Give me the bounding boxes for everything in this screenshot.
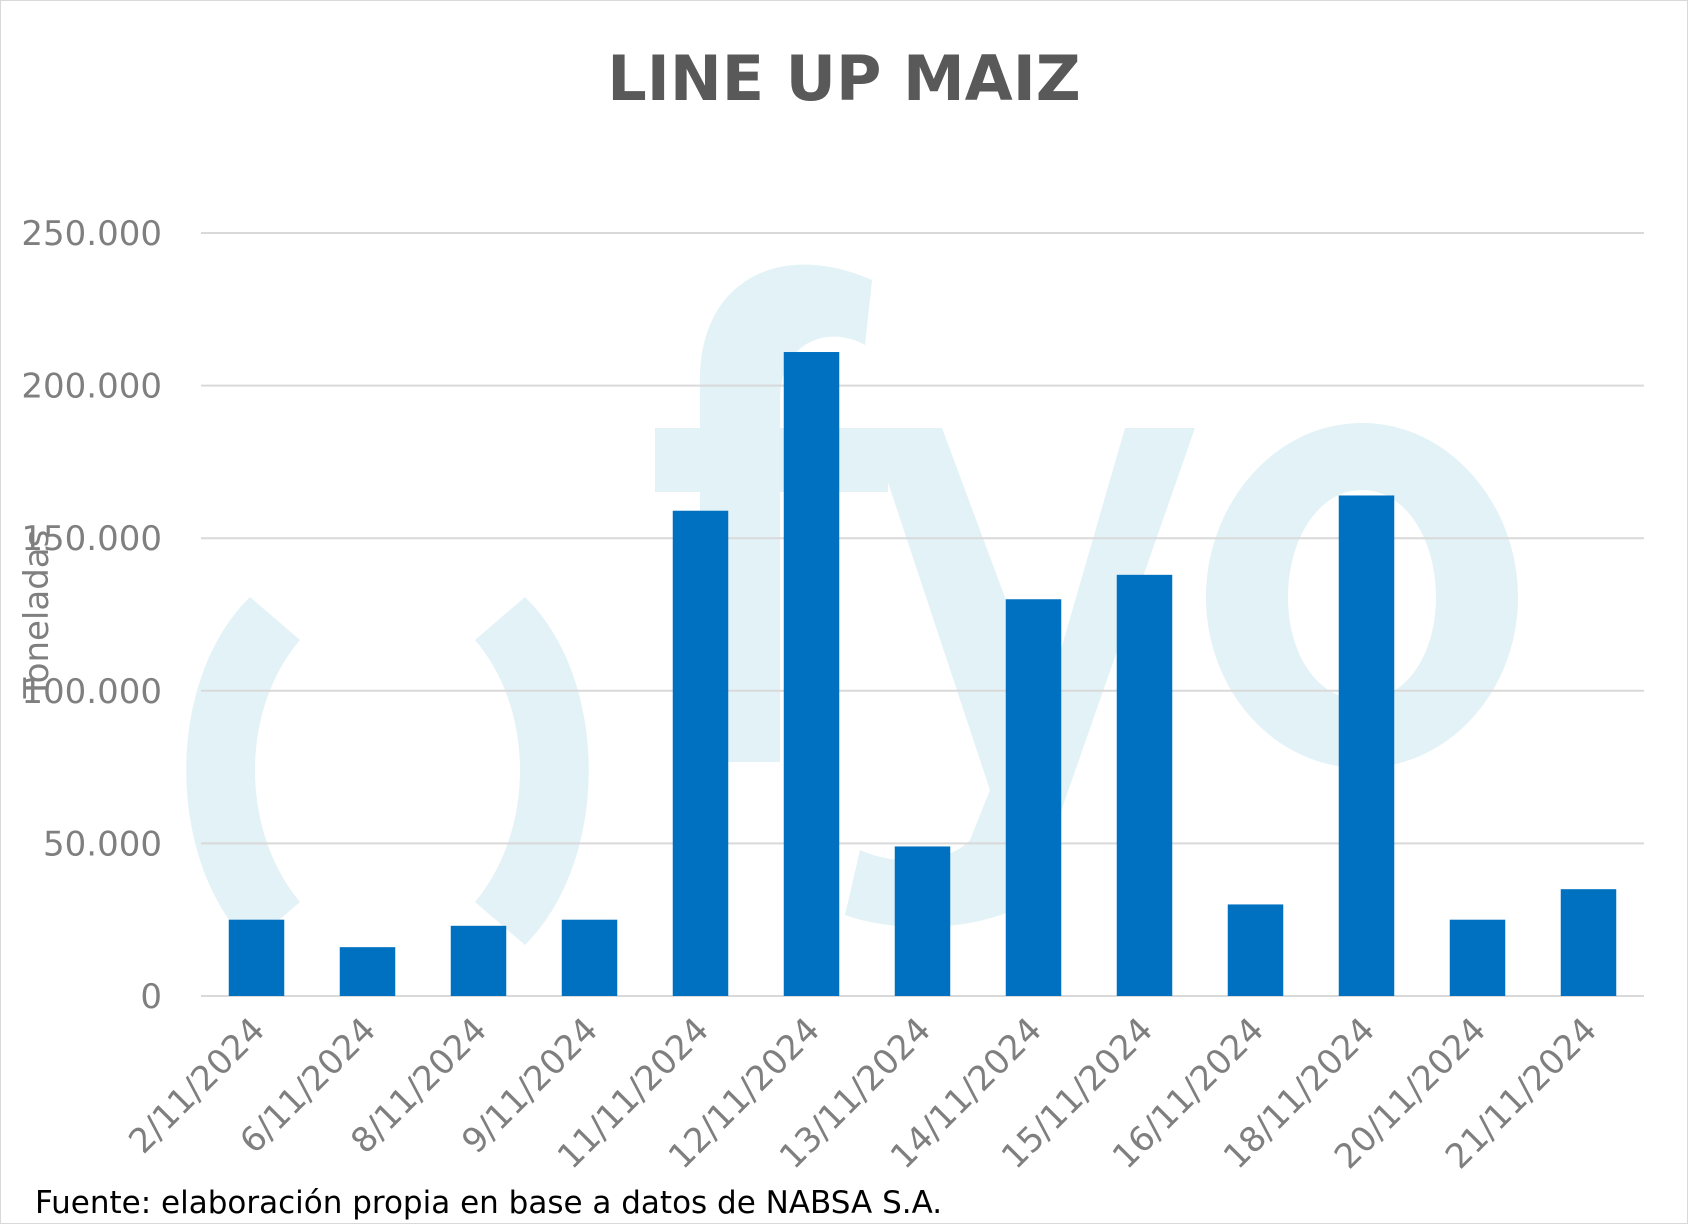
bars	[228, 352, 1617, 996]
y-tick-label: 0	[140, 977, 162, 1017]
y-tick-label: 250.000	[21, 214, 162, 254]
bar	[672, 510, 729, 996]
bar	[783, 352, 840, 996]
y-tick-label: 150.000	[21, 519, 162, 559]
bar	[561, 919, 618, 996]
bar	[1560, 889, 1617, 996]
y-axis-label: Toneladas	[17, 530, 57, 700]
y-tick-label: 100.000	[21, 672, 162, 712]
y-tick-label: 50.000	[43, 824, 162, 864]
watermark-right-arc	[475, 597, 589, 945]
x-tick-labels: 2/11/20246/11/20248/11/20249/11/202411/1…	[121, 1010, 1605, 1177]
chart-title: LINE UP MAIZ	[607, 42, 1080, 115]
source-note: Fuente: elaboración propia en base a dat…	[35, 1185, 942, 1221]
watermark-left-arc	[186, 597, 300, 945]
y-tick-label: 200.000	[21, 367, 162, 407]
bar	[339, 947, 396, 996]
bar	[1116, 574, 1173, 996]
gridlines	[201, 232, 1644, 997]
bar	[1338, 495, 1395, 996]
bar	[1005, 599, 1062, 996]
bar	[1227, 904, 1284, 996]
bar	[894, 846, 951, 996]
bar	[1449, 919, 1506, 996]
bar	[450, 925, 507, 996]
bar	[228, 919, 285, 996]
watermark-letter-o	[1206, 423, 1518, 768]
y-tick-labels: 0 50.000 100.000 150.000 200.000 250.000	[21, 214, 162, 1017]
